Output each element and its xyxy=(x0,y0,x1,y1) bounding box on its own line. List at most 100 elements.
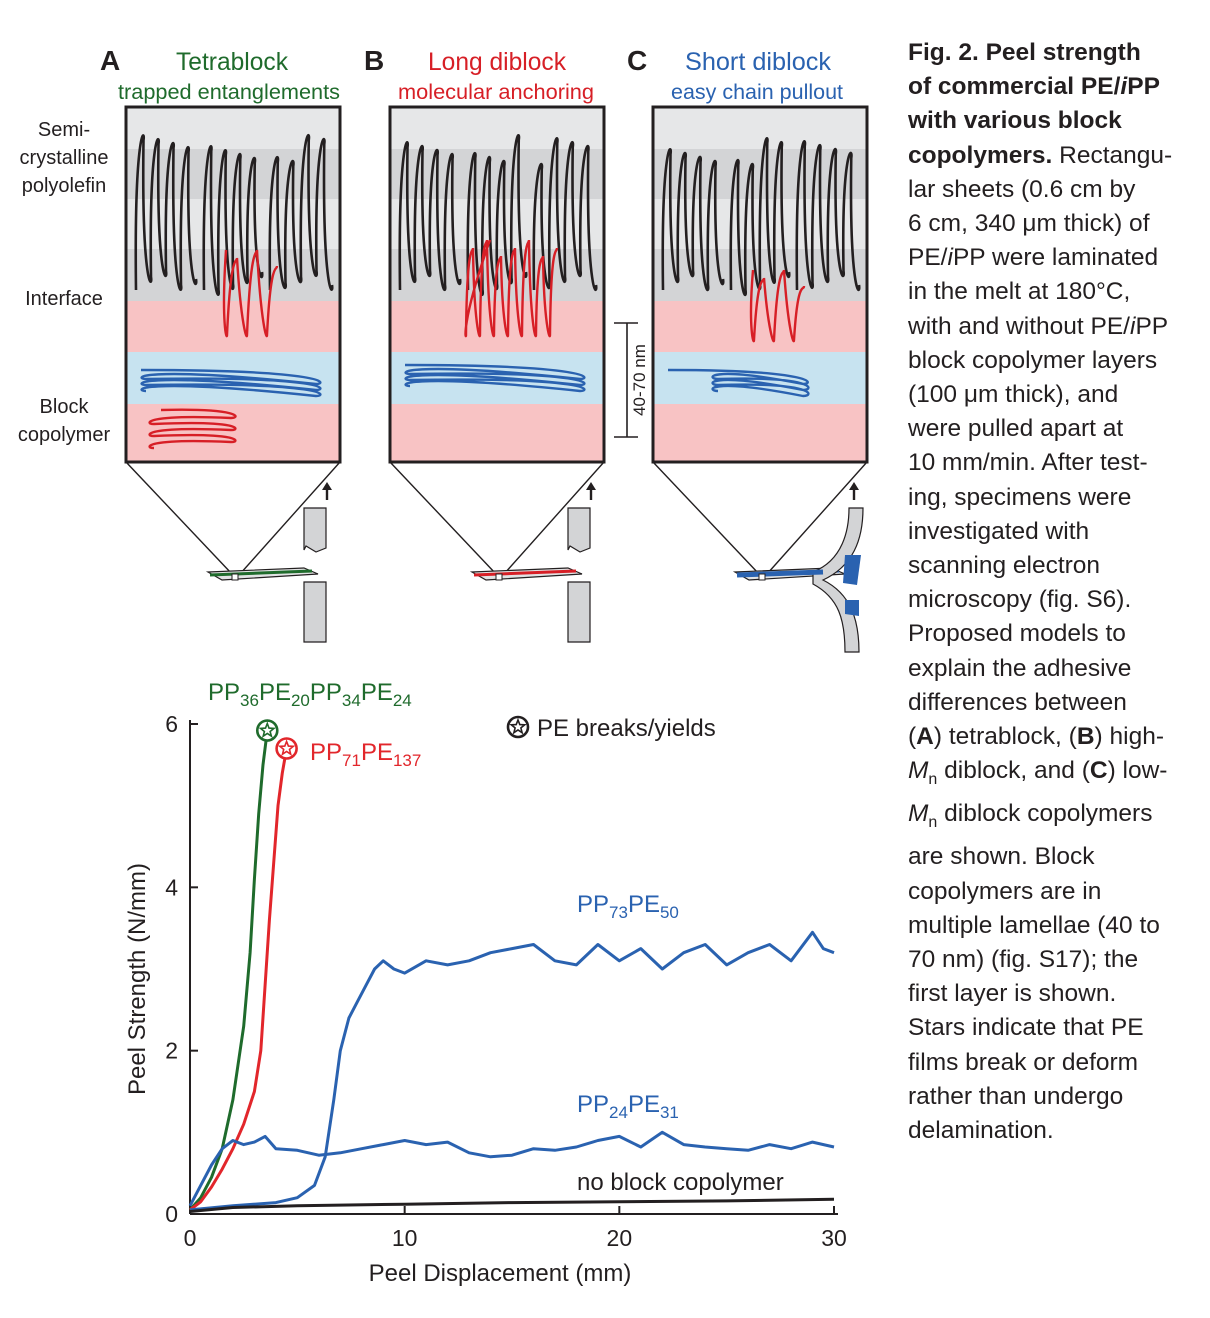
layer-band xyxy=(126,107,340,149)
caption-line: delamination. xyxy=(908,1114,1203,1148)
caption-text: ) tetrablock, ( xyxy=(933,723,1077,751)
caption-line: Proposed models to xyxy=(908,617,1203,651)
caption-line: with and without PE/iPP xyxy=(908,310,1203,344)
panel-subtitle: easy chain pullout xyxy=(671,81,843,104)
polymer-chains xyxy=(134,133,334,450)
specimen-leg xyxy=(567,581,591,643)
series-label-part: 137 xyxy=(393,751,421,770)
caption-line: PE/iPP were laminated xyxy=(908,241,1203,275)
series-label-part: 36 xyxy=(240,691,259,710)
series-label-part: PE xyxy=(361,739,393,766)
star-icon xyxy=(258,721,276,739)
caption-line: films break or deform xyxy=(908,1046,1203,1080)
caption-text: i xyxy=(1120,73,1128,101)
caption-text: ( xyxy=(908,723,917,751)
caption-text: M xyxy=(908,800,929,828)
caption-text: i xyxy=(1129,312,1136,340)
caption-text: PP xyxy=(1135,312,1169,340)
polymer-chains xyxy=(398,133,598,393)
series-label-part: 71 xyxy=(342,751,361,770)
caption-line: explain the adhesive xyxy=(908,652,1203,686)
red-block-chain xyxy=(464,239,559,338)
schematic-panels: A Tetrablock trapped entanglements B Long di… xyxy=(100,45,869,653)
series-label-part: 24 xyxy=(609,1103,628,1122)
caption-text: PE/ xyxy=(908,244,948,272)
semicrystalline-chain xyxy=(661,147,725,292)
caption-text: with and without PE/ xyxy=(908,312,1130,340)
zoom-line xyxy=(239,461,341,575)
caption-line: in the melt at 180°C, xyxy=(908,275,1203,309)
caption-text: investigated with xyxy=(908,517,1090,545)
caption-line: Mn diblock copolymers xyxy=(908,797,1203,840)
series-label-part: PE xyxy=(628,1091,660,1118)
zoom-marker xyxy=(495,573,503,581)
caption-text: Rectangu- xyxy=(1052,141,1173,169)
series-label-part: 34 xyxy=(342,691,361,710)
x-tick-label: 30 xyxy=(821,1225,847,1251)
caption-text: n xyxy=(928,771,938,789)
caption-line: differences between xyxy=(908,686,1203,720)
series-line xyxy=(189,748,289,1212)
caption-text: 10 mm/min. After test- xyxy=(908,449,1148,477)
peel-specimen xyxy=(205,507,327,643)
caption-text: n xyxy=(928,814,938,832)
caption-line: rather than undergo xyxy=(908,1080,1203,1114)
series-label: PP24PE31 xyxy=(577,1091,679,1122)
series-label-part: 20 xyxy=(291,691,310,710)
series-label-part: PP xyxy=(577,1091,609,1118)
side-labels: Semi-crystalline polyolefin Interface Block… xyxy=(18,119,111,446)
caption-text: explain the adhesive xyxy=(908,654,1132,682)
x-tick-label: 10 xyxy=(392,1225,418,1251)
scale-bar-label: 40-70 nm xyxy=(630,344,649,416)
interface-label: Interface xyxy=(25,288,103,310)
caption-text: copolymers. xyxy=(908,141,1053,169)
semicrystalline-chain xyxy=(398,141,462,292)
series-line xyxy=(188,730,269,1211)
specimen-peeled xyxy=(812,507,864,653)
caption-text: (100 μm thick), and xyxy=(908,381,1119,409)
semicrystalline-label: Semi- xyxy=(38,119,90,141)
caption-text: 70 nm) (fig. S17); the xyxy=(908,946,1139,974)
series-label: PP36PE20PP34PE24 xyxy=(208,679,412,710)
zoom-line xyxy=(503,461,605,575)
series-label-part: PP xyxy=(208,679,240,706)
specimen-leg xyxy=(303,507,327,553)
block-copolymer-label: copolymer xyxy=(18,424,111,446)
panel-border xyxy=(388,105,606,464)
caption-text: C xyxy=(1089,757,1108,785)
caption-line: ing, specimens were xyxy=(908,481,1203,515)
y-tick-label: 2 xyxy=(165,1038,178,1064)
caption-line: block copolymer layers xyxy=(908,344,1203,378)
y-axis-label: Peel Strength (N/mm) xyxy=(124,863,151,1095)
zoom-line xyxy=(766,461,868,575)
layer-band xyxy=(653,301,867,352)
caption-text: scanning electron xyxy=(908,552,1101,580)
series-label-part: PP xyxy=(310,679,342,706)
caption-text: Fig. 2. Peel strength xyxy=(908,39,1141,66)
caption-text: diblock copolymers xyxy=(937,800,1153,828)
legend-star xyxy=(506,715,530,739)
star-circle xyxy=(255,719,279,742)
panel-border xyxy=(651,105,869,464)
pull-arrow-head xyxy=(322,482,332,490)
caption-line: 70 nm) (fig. S17); the xyxy=(908,943,1203,977)
star-circle xyxy=(506,715,530,739)
series-label-part: PE xyxy=(259,679,291,706)
blue-block-chain xyxy=(404,363,586,393)
series-label-part: 24 xyxy=(393,691,412,710)
layer-band xyxy=(126,404,340,462)
series-label-part: PP xyxy=(310,739,342,766)
adhesive-layer xyxy=(209,569,313,577)
star-icon xyxy=(277,739,296,756)
caption-text: rather than undergo xyxy=(908,1082,1124,1110)
semicrystalline-chain xyxy=(268,133,334,291)
red-block-chain xyxy=(148,408,237,450)
zoom-line xyxy=(652,461,760,575)
caption-line: 6 cm, 340 μm thick) of xyxy=(908,207,1203,241)
pull-arrow-head xyxy=(586,482,596,490)
scale-bar: 40-70 nm xyxy=(614,322,649,438)
zoom-line xyxy=(389,461,497,575)
figure-caption: Fig. 2. Peel strength of commercial PE/iP… xyxy=(908,36,1203,1148)
zoom-marker xyxy=(231,573,239,581)
